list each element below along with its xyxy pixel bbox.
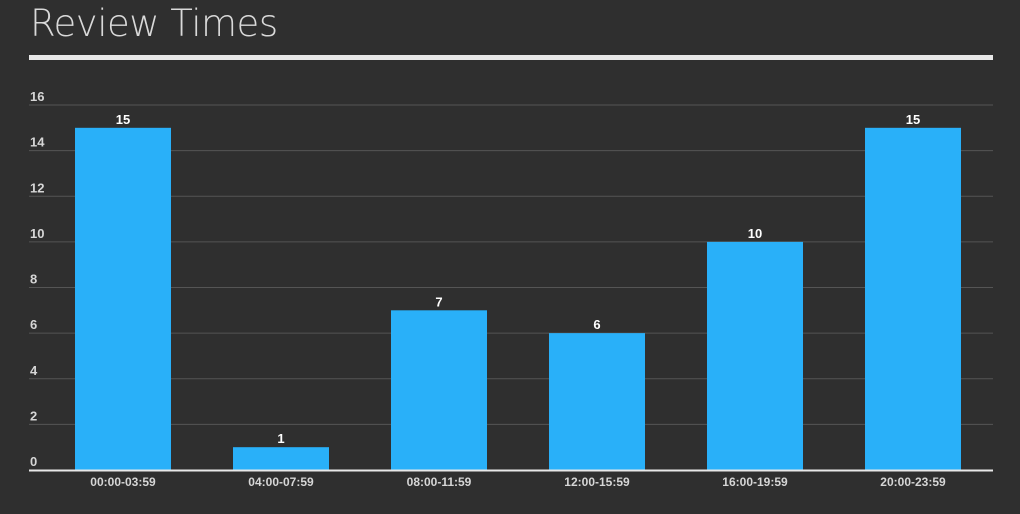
y-tick-label: 4: [30, 363, 38, 378]
data-label: 15: [906, 112, 920, 127]
chart-title: Review Times: [30, 2, 278, 45]
y-tick-label: 10: [30, 226, 44, 241]
x-tick-label: 20:00-23:59: [880, 475, 946, 489]
x-tick-label: 00:00-03:59: [90, 475, 156, 489]
y-tick-label: 8: [30, 272, 37, 287]
data-label: 7: [435, 294, 442, 309]
x-tick-label: 08:00-11:59: [407, 475, 472, 489]
bar-12:00-15:59: [549, 333, 645, 470]
y-tick-label: 14: [30, 135, 45, 150]
bar-16:00-19:59: [707, 241, 803, 470]
title-underline: [29, 55, 993, 60]
y-tick-label: 12: [30, 180, 44, 195]
data-label: 1: [277, 431, 284, 446]
bar-04:00-07:59: [233, 447, 329, 470]
x-tick-label: 04:00-07:59: [248, 475, 314, 489]
x-tick-label: 12:00-15:59: [564, 475, 630, 489]
y-tick-label: 2: [30, 408, 37, 423]
data-label: 6: [593, 317, 600, 332]
data-label: 15: [116, 112, 130, 127]
x-tick-label: 16:00-19:59: [722, 475, 788, 489]
y-tick-label: 0: [30, 454, 37, 469]
bar-20:00-23:59: [865, 127, 961, 470]
bar-08:00-11:59: [391, 310, 487, 470]
y-tick-label: 6: [30, 317, 37, 332]
y-tick-label: 16: [30, 89, 44, 104]
bar-00:00-03:59: [75, 127, 171, 470]
data-label: 10: [748, 226, 762, 241]
